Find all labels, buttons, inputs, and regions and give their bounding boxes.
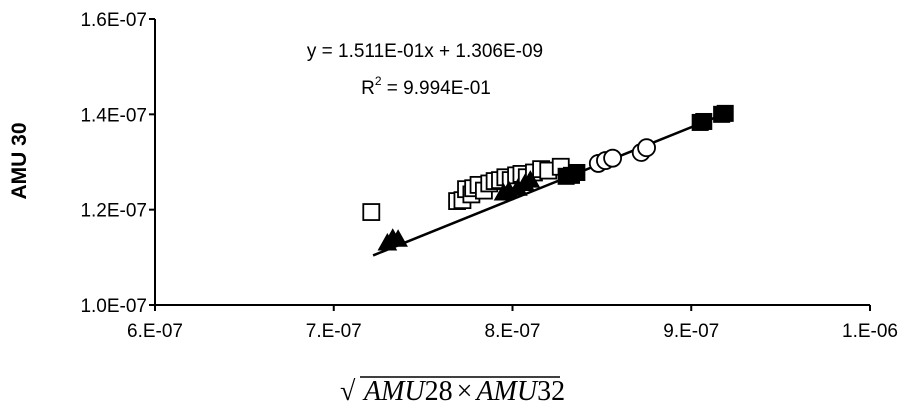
r-squared-annotation: R2 = 9.994E-01 (361, 74, 491, 99)
data-point-open-circle (603, 148, 622, 168)
x-axis-radical: √ (340, 376, 356, 407)
y-axis-title: AMU 30 (8, 122, 31, 199)
data-point-open-circle (637, 138, 656, 158)
tick-labels: 1.0E-07 1.2E-07 1.4E-07 1.6E-07 6.E-07 7.E-07… (80, 10, 898, 342)
x-axis-title: √ AMU28 × AMU32 (340, 376, 565, 407)
x-tick-label: 6.E-07 (127, 321, 183, 342)
data-point-filled-square (695, 112, 713, 130)
y-tick-label: 1.2E-07 (80, 201, 147, 222)
data-point-filled-square (568, 163, 586, 181)
x-tick-label: 9.E-07 (663, 321, 719, 342)
x-tick-label: 1.E-06 (842, 321, 898, 342)
x-tick-label: 8.E-07 (485, 321, 541, 342)
data-point-filled-square (716, 104, 734, 122)
y-tick-label: 1.0E-07 (80, 296, 147, 317)
trendline-layer (372, 115, 719, 257)
trendline-equation: y = 1.511E-01x + 1.306E-09 (307, 41, 543, 62)
data-point-filled-triangle (520, 170, 541, 188)
data-point-filled-triangle (388, 229, 408, 247)
data-points (362, 104, 734, 251)
x-tick-label: 7.E-07 (306, 321, 362, 342)
trendline (372, 115, 719, 257)
y-tick-label: 1.6E-07 (80, 10, 147, 31)
y-tick-label: 1.4E-07 (80, 105, 147, 126)
x-axis-label-text: AMU28 × AMU32 (362, 376, 565, 407)
axes (149, 18, 871, 311)
data-point-open-square (362, 203, 381, 221)
